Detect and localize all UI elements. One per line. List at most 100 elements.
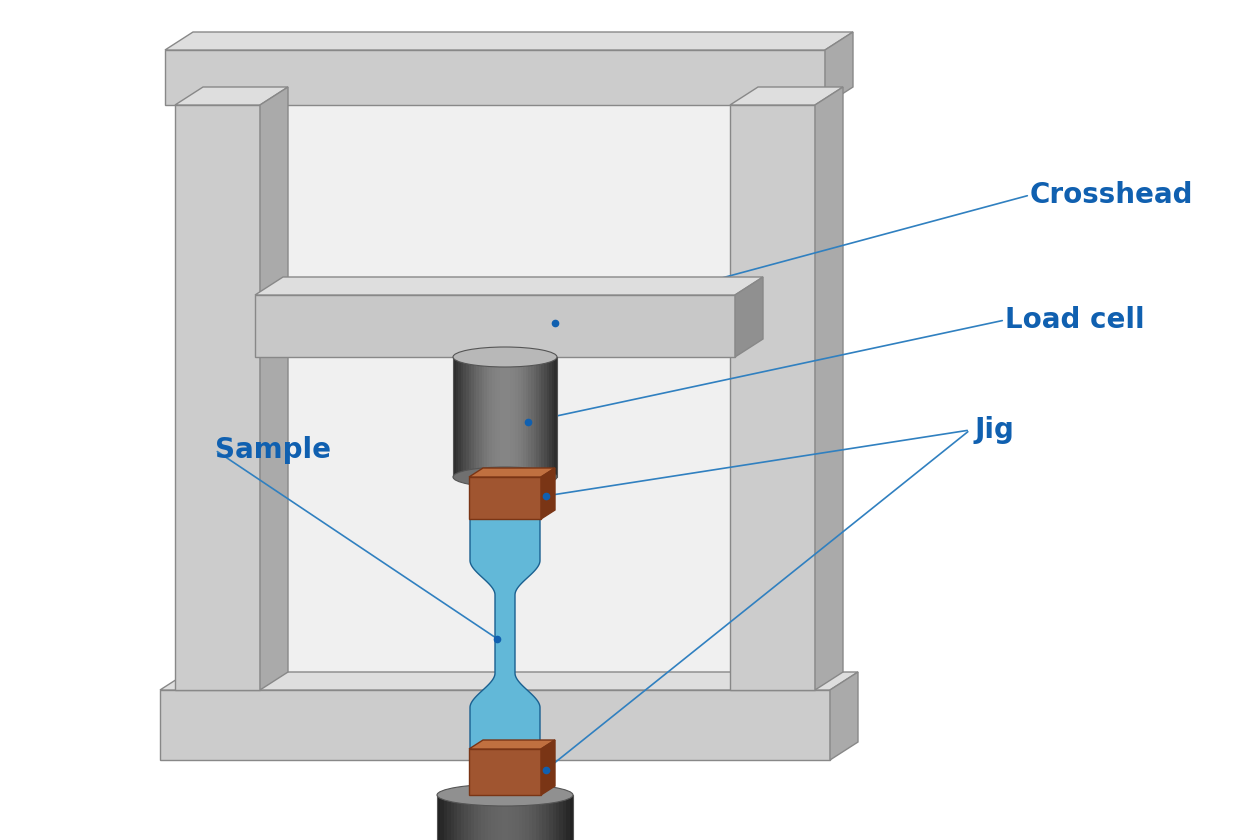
Polygon shape	[566, 795, 570, 840]
Polygon shape	[563, 795, 566, 840]
Polygon shape	[503, 357, 505, 477]
Ellipse shape	[437, 784, 573, 806]
Polygon shape	[451, 795, 454, 840]
Polygon shape	[512, 795, 515, 840]
Polygon shape	[556, 795, 559, 840]
Polygon shape	[513, 357, 515, 477]
Polygon shape	[508, 357, 510, 477]
Polygon shape	[160, 672, 858, 690]
Polygon shape	[541, 468, 554, 519]
Polygon shape	[474, 357, 476, 477]
Polygon shape	[454, 795, 457, 840]
Polygon shape	[505, 357, 508, 477]
Polygon shape	[542, 795, 546, 840]
Polygon shape	[447, 795, 451, 840]
Polygon shape	[542, 357, 544, 477]
Polygon shape	[570, 795, 573, 840]
Ellipse shape	[454, 347, 557, 367]
Polygon shape	[175, 105, 260, 690]
Polygon shape	[530, 357, 533, 477]
Polygon shape	[469, 740, 554, 749]
Polygon shape	[469, 357, 471, 477]
Polygon shape	[553, 795, 556, 840]
Polygon shape	[830, 672, 858, 760]
Polygon shape	[528, 357, 530, 477]
Polygon shape	[461, 357, 464, 477]
Polygon shape	[549, 357, 552, 477]
Polygon shape	[467, 795, 471, 840]
Polygon shape	[547, 357, 549, 477]
Polygon shape	[501, 795, 505, 840]
Polygon shape	[559, 795, 563, 840]
Polygon shape	[536, 795, 539, 840]
Polygon shape	[529, 795, 532, 840]
Polygon shape	[471, 357, 474, 477]
Polygon shape	[489, 357, 491, 477]
Polygon shape	[523, 357, 525, 477]
Polygon shape	[437, 795, 441, 840]
Polygon shape	[537, 357, 539, 477]
Polygon shape	[544, 357, 547, 477]
Polygon shape	[481, 357, 484, 477]
Polygon shape	[469, 749, 541, 795]
Polygon shape	[515, 795, 519, 840]
Polygon shape	[466, 357, 469, 477]
Polygon shape	[518, 357, 520, 477]
Polygon shape	[486, 357, 489, 477]
Polygon shape	[475, 795, 478, 840]
Polygon shape	[471, 795, 475, 840]
Polygon shape	[735, 277, 764, 357]
Polygon shape	[255, 295, 735, 357]
Polygon shape	[441, 795, 444, 840]
Polygon shape	[444, 795, 447, 840]
Polygon shape	[495, 795, 498, 840]
Polygon shape	[539, 357, 542, 477]
Polygon shape	[515, 357, 518, 477]
Polygon shape	[498, 795, 501, 840]
Polygon shape	[491, 795, 495, 840]
Polygon shape	[260, 87, 289, 690]
Polygon shape	[498, 357, 500, 477]
Polygon shape	[160, 690, 830, 760]
Polygon shape	[478, 795, 481, 840]
Polygon shape	[484, 357, 486, 477]
Polygon shape	[522, 795, 525, 840]
Polygon shape	[488, 795, 491, 840]
Polygon shape	[461, 795, 464, 840]
Polygon shape	[481, 795, 485, 840]
Polygon shape	[525, 795, 529, 840]
Polygon shape	[508, 795, 512, 840]
Polygon shape	[730, 87, 843, 105]
Polygon shape	[476, 357, 479, 477]
Polygon shape	[165, 32, 853, 50]
Polygon shape	[485, 795, 488, 840]
Polygon shape	[454, 357, 456, 477]
Text: Load cell: Load cell	[1005, 306, 1144, 334]
Polygon shape	[539, 795, 542, 840]
Text: Sample: Sample	[215, 436, 331, 464]
Text: Jig: Jig	[975, 416, 1014, 444]
Polygon shape	[554, 357, 557, 477]
Ellipse shape	[454, 467, 557, 487]
Polygon shape	[532, 795, 536, 840]
Polygon shape	[255, 277, 764, 295]
Polygon shape	[520, 357, 523, 477]
Polygon shape	[525, 357, 528, 477]
Polygon shape	[825, 32, 853, 105]
Polygon shape	[469, 468, 554, 477]
Text: Crosshead: Crosshead	[1029, 181, 1193, 209]
Polygon shape	[479, 357, 481, 477]
Polygon shape	[500, 357, 503, 477]
Polygon shape	[165, 50, 825, 105]
Polygon shape	[457, 795, 461, 840]
Polygon shape	[495, 357, 498, 477]
Polygon shape	[459, 357, 461, 477]
Polygon shape	[469, 477, 541, 519]
Polygon shape	[491, 357, 495, 477]
Polygon shape	[730, 105, 815, 690]
Polygon shape	[456, 357, 459, 477]
Polygon shape	[470, 519, 541, 749]
Polygon shape	[260, 105, 730, 690]
Polygon shape	[815, 87, 843, 690]
Polygon shape	[519, 795, 522, 840]
